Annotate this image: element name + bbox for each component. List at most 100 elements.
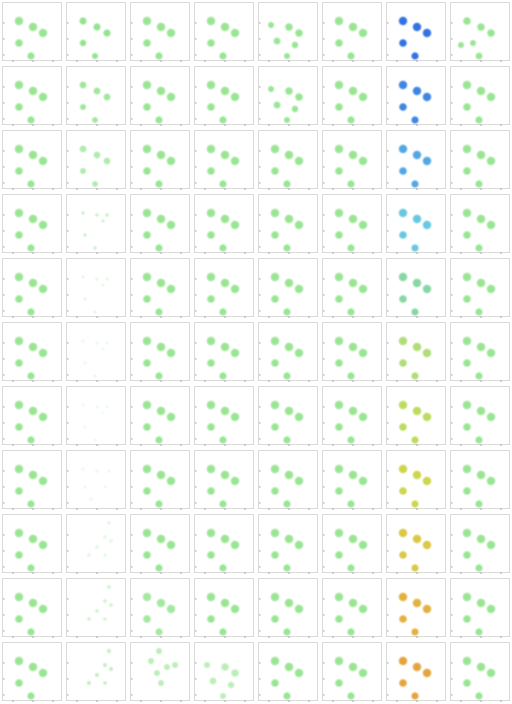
panel-r5-c3	[130, 258, 190, 318]
dot-1	[142, 464, 152, 474]
dot-5	[283, 628, 291, 636]
panel-r7-c3	[130, 386, 190, 446]
dot-2	[156, 86, 166, 96]
dot-5	[475, 564, 483, 572]
dot-4	[95, 545, 99, 549]
dot-1	[206, 400, 216, 410]
dot-4	[15, 615, 23, 623]
dot-2	[28, 214, 38, 224]
dot-3	[109, 603, 113, 607]
dot-1	[142, 16, 152, 26]
dot-2	[348, 470, 358, 480]
dot-1	[334, 464, 344, 474]
dot-4	[399, 551, 407, 559]
dot-2	[156, 598, 166, 608]
panel-plot	[67, 649, 118, 702]
dot-1	[270, 272, 280, 282]
panel-plot	[323, 16, 374, 62]
dot-5	[475, 628, 483, 636]
panel-r4-c6	[322, 194, 382, 254]
dot-1	[334, 336, 344, 346]
panel-r4-c2	[66, 194, 126, 254]
panel-r1-c2	[66, 2, 126, 62]
dot-5	[91, 52, 99, 60]
dot-1	[206, 272, 216, 282]
dot-4	[399, 423, 407, 431]
dot-4	[143, 615, 151, 623]
dot-1	[81, 467, 85, 471]
panel-plot	[451, 400, 502, 446]
dot-2	[412, 662, 422, 672]
dot-5	[27, 180, 35, 188]
panel-plot	[259, 656, 310, 702]
panel-plot	[3, 400, 54, 446]
dot-2	[348, 598, 358, 608]
dot-5	[155, 564, 163, 572]
dot-5	[92, 181, 98, 187]
dot-3	[294, 540, 304, 550]
panel-r8-c4	[194, 450, 254, 510]
dot-3	[358, 412, 368, 422]
dot-1	[79, 145, 87, 153]
dot-2	[284, 278, 294, 288]
panel-plot	[195, 592, 246, 638]
dot-5	[27, 116, 35, 124]
dot-5	[219, 500, 227, 508]
panel-plot	[451, 272, 502, 318]
panel-plot	[323, 400, 374, 446]
dot-2	[156, 278, 166, 288]
dot-2	[95, 469, 99, 473]
panel-plot	[451, 144, 502, 190]
dot-3	[422, 412, 432, 422]
dot-4	[172, 662, 178, 668]
dot-1	[142, 80, 152, 90]
panel-r4-c3	[130, 194, 190, 254]
dot-1	[398, 144, 408, 154]
dot-3	[294, 412, 304, 422]
dot-5	[219, 564, 227, 572]
dot-1	[206, 16, 216, 26]
panel-r5-c4	[194, 258, 254, 318]
panel-r6-c4	[194, 322, 254, 382]
panel-r11-c7	[386, 642, 446, 702]
dot-5	[283, 180, 291, 188]
dot-1	[14, 16, 24, 26]
dot-3	[38, 92, 48, 102]
dot-3	[422, 668, 432, 678]
dot-2	[220, 342, 230, 352]
panel-r10-c4	[194, 578, 254, 638]
panel-plot	[67, 467, 118, 510]
dot-2	[95, 213, 99, 217]
panel-plot	[195, 16, 246, 62]
dot-2	[476, 662, 486, 672]
dot-1	[14, 208, 24, 218]
dot-2	[348, 150, 358, 160]
dot-3	[294, 284, 304, 294]
panel-plot	[387, 592, 438, 638]
dot-4	[271, 615, 279, 623]
dot-1	[398, 592, 408, 602]
dot-4	[335, 423, 343, 431]
panel-r2-c1	[2, 66, 62, 126]
dot-6	[475, 52, 483, 60]
dot-3	[422, 156, 432, 166]
dot-4	[143, 39, 151, 47]
dot-4	[95, 609, 99, 613]
panel-plot	[3, 16, 54, 62]
panel-r1-c8	[450, 2, 510, 62]
dot-3	[38, 284, 48, 294]
dot-5	[27, 500, 35, 508]
dot-4	[207, 39, 215, 47]
dot-4	[271, 231, 279, 239]
panel-r11-c6	[322, 642, 382, 702]
dot-1	[334, 656, 344, 666]
dot-6	[103, 681, 107, 685]
dot-1	[270, 656, 280, 666]
dot-2	[285, 23, 293, 31]
dot-2	[95, 341, 99, 345]
dot-5	[411, 564, 419, 572]
panel-r5-c8	[450, 258, 510, 318]
dot-4	[399, 487, 407, 495]
dot-3	[38, 540, 48, 550]
dot-1	[79, 17, 87, 25]
